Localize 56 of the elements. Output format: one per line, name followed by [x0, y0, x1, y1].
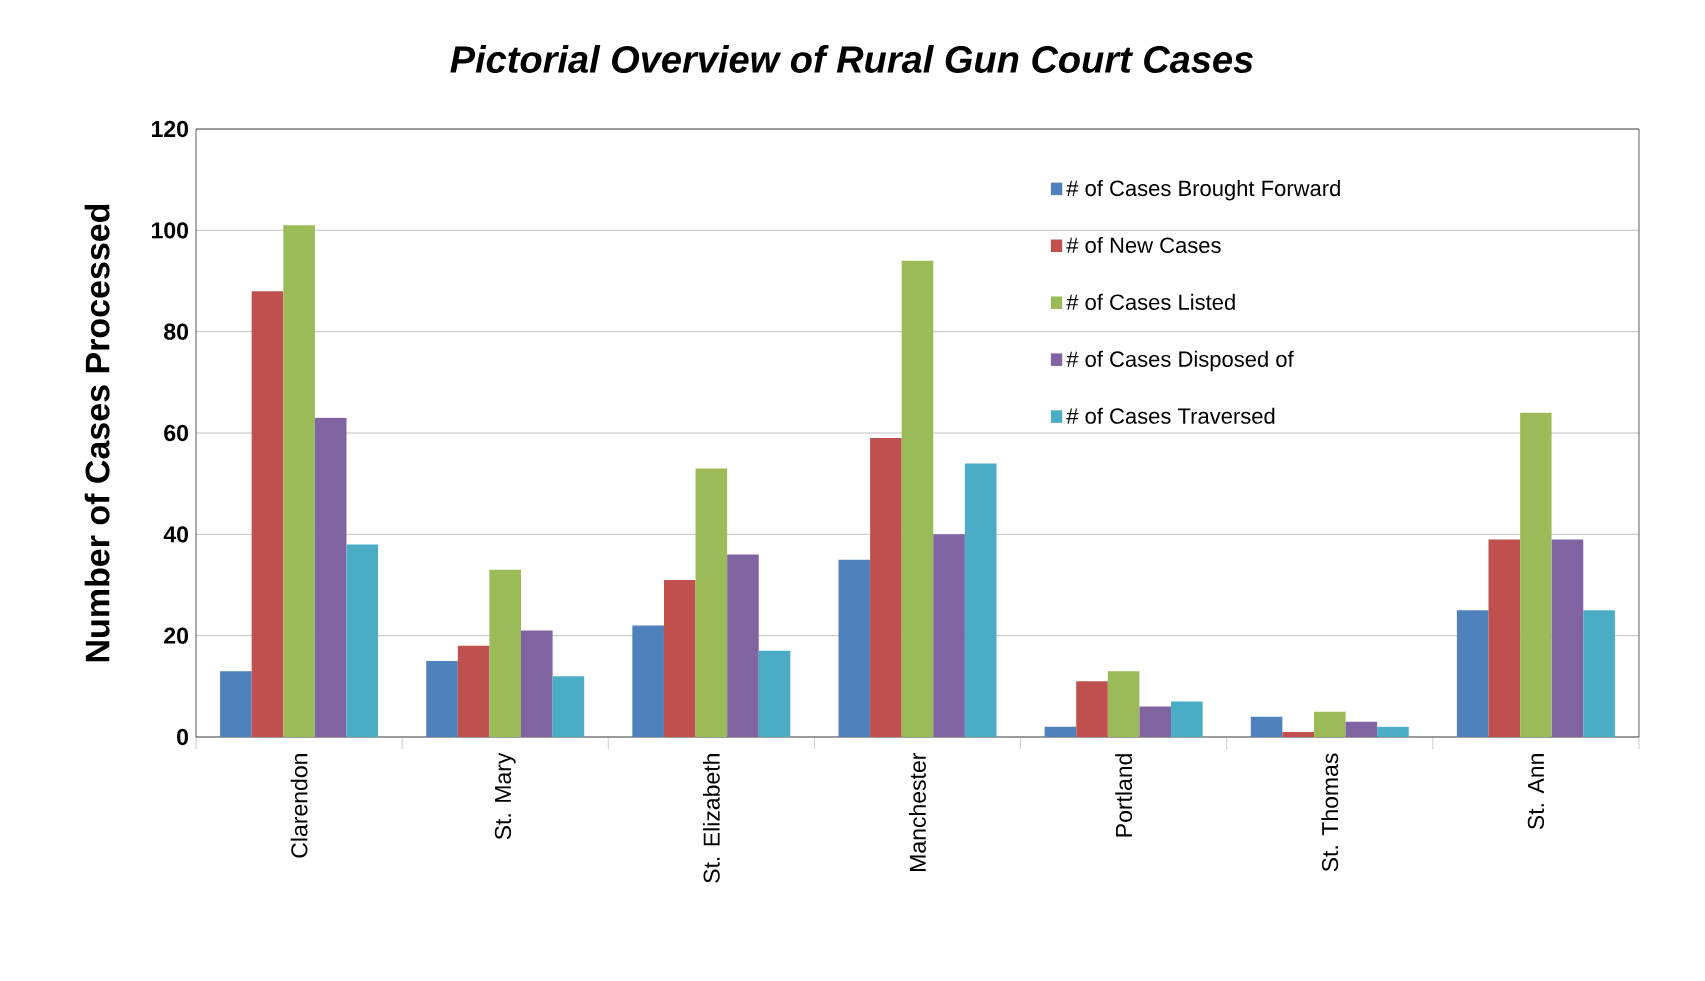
y-tick-label: 60: [164, 424, 188, 442]
bar: [426, 660, 458, 737]
bar: [314, 417, 347, 737]
legend-label: # of Cases Traversed: [1066, 407, 1275, 424]
bar: [901, 260, 934, 737]
bar: [1377, 726, 1409, 737]
x-tick-label: Portland: [1115, 754, 1133, 837]
bar: [695, 468, 728, 737]
bar: [1583, 610, 1615, 737]
x-tick-label: Manchester: [909, 752, 926, 871]
bar: [1456, 610, 1489, 737]
bar: [1551, 539, 1584, 737]
bar: [1250, 716, 1283, 737]
legend-label: # of Cases Listed: [1066, 293, 1235, 310]
bar: [1520, 412, 1552, 737]
bar: [552, 676, 585, 737]
bar: [283, 225, 315, 737]
y-tick-label: 120: [152, 120, 188, 138]
y-tick-label: 20: [164, 627, 188, 644]
bar: [1488, 539, 1521, 737]
bar: [1171, 701, 1203, 737]
chart-title: Pictorial Overview of Rural Gun Court Cases: [450, 45, 1253, 73]
bar: [870, 438, 902, 737]
legend-label: # of Cases Brought Forward: [1066, 179, 1340, 201]
bar: [346, 544, 379, 737]
y-tick-label: 80: [164, 323, 188, 340]
bar: [1107, 671, 1140, 737]
x-tick-label: St. Thomas: [1321, 753, 1339, 872]
bar: [1139, 706, 1172, 737]
bar: [1282, 731, 1314, 737]
y-tick-label: 40: [163, 526, 188, 543]
bar: [838, 559, 871, 737]
bar: [220, 671, 252, 737]
y-tick-label: 100: [152, 222, 188, 239]
legend-label: # of New Cases: [1066, 236, 1221, 254]
legend-label: # of Cases Disposed of: [1066, 350, 1294, 372]
x-tick-label: St. Elizabeth: [702, 754, 720, 883]
x-tick-label: Clarendon: [290, 754, 308, 858]
bar: [933, 534, 965, 737]
bar: [727, 554, 759, 737]
y-axis-title: Number of Cases Processed: [84, 204, 110, 662]
bar: [663, 579, 696, 737]
bar: [251, 291, 284, 737]
bar: [758, 650, 791, 737]
x-tick-label: St. Ann: [1527, 754, 1545, 830]
bar: [1044, 726, 1077, 737]
bar: [632, 625, 664, 737]
bar: [1076, 681, 1108, 737]
bar: [964, 463, 997, 737]
bar: [1313, 711, 1346, 737]
y-tick-label: 0: [177, 728, 189, 746]
bar: [1345, 721, 1378, 737]
bar: [521, 630, 553, 737]
bar: [457, 645, 490, 737]
bar: [489, 569, 522, 737]
x-tick-label: St. Mary: [494, 752, 516, 840]
